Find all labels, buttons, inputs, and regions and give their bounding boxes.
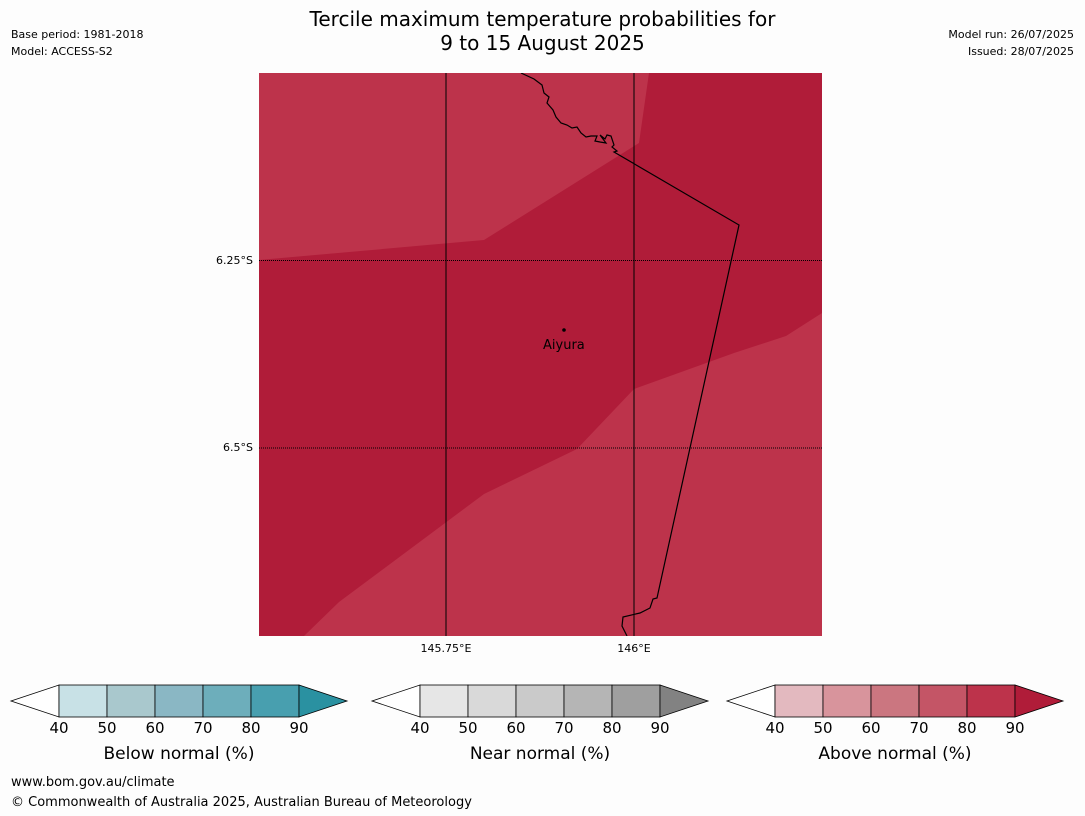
- colorbar-bin-40-50: [774, 684, 824, 718]
- meta-right: Model run: 26/07/2025 Issued: 28/07/2025: [948, 26, 1074, 60]
- colorbar-extend-left: [9, 684, 60, 718]
- tick-label: 40: [765, 719, 785, 737]
- tick-label: 40: [410, 719, 430, 737]
- colorbar-bin-80-90: [966, 684, 1016, 718]
- meta-left: Base period: 1981-2018 Model: ACCESS-S2: [11, 26, 143, 60]
- colorbar-above: [725, 684, 1065, 718]
- colorbar-bin-60-70: [870, 684, 920, 718]
- map-svg: [259, 73, 822, 636]
- legend-title-near: Near normal (%): [469, 744, 611, 764]
- title-line-2: 9 to 15 August 2025: [440, 31, 645, 55]
- legend-title-below: Below normal (%): [103, 744, 255, 764]
- tick-label: 80: [957, 719, 977, 737]
- town-marker: [562, 328, 566, 332]
- lat-label-6-25: 6.25°S: [216, 254, 253, 267]
- colorbar-bin-50-60: [467, 684, 517, 718]
- footer-url[interactable]: www.bom.gov.au/climate: [11, 775, 175, 790]
- model-run: Model run: 26/07/2025: [948, 28, 1074, 41]
- colorbar-bin-50-60: [822, 684, 872, 718]
- colorbar-bin-70-80: [918, 684, 968, 718]
- colorbar-near: [370, 684, 710, 718]
- issued-date: Issued: 28/07/2025: [967, 45, 1074, 58]
- legend-below-normal: [9, 684, 349, 718]
- tick-label: 90: [289, 719, 309, 737]
- tick-label: 50: [813, 719, 833, 737]
- title-line-1: Tercile maximum temperature probabilitie…: [309, 7, 776, 31]
- tick-label: 60: [506, 719, 526, 737]
- base-period: Base period: 1981-2018: [11, 28, 144, 41]
- colorbar-bin-60-70: [515, 684, 565, 718]
- colorbar-bin-40-50: [58, 684, 108, 718]
- region-above-80-90: [259, 73, 822, 636]
- legend-title-above: Above normal (%): [818, 744, 972, 764]
- tick-label: 70: [554, 719, 574, 737]
- tick-label: 90: [650, 719, 670, 737]
- tick-label: 50: [458, 719, 478, 737]
- colorbar-bin-80-90: [250, 684, 300, 718]
- lon-label-145-75: 145.75°E: [420, 642, 472, 655]
- lon-label-146: 146°E: [617, 642, 651, 655]
- colorbar-bin-50-60: [106, 684, 156, 718]
- colorbar-bin-40-50: [419, 684, 469, 718]
- tick-label: 80: [602, 719, 622, 737]
- tick-label: 50: [97, 719, 117, 737]
- border-line: [520, 73, 740, 636]
- colorbar-extend-left: [370, 684, 421, 718]
- colorbar-extend-left: [725, 684, 776, 718]
- model-name: Model: ACCESS-S2: [11, 45, 113, 58]
- legend-near-normal: [370, 684, 710, 718]
- legend-above-normal: [725, 684, 1065, 718]
- forecast-map: [259, 73, 822, 636]
- place-label-aiyura: Aiyura: [543, 338, 585, 353]
- colorbar-bin-70-80: [563, 684, 613, 718]
- colorbar-bin-60-70: [154, 684, 204, 718]
- colorbar-bin-80-90: [611, 684, 661, 718]
- tick-label: 70: [909, 719, 929, 737]
- colorbar-bin-70-80: [202, 684, 252, 718]
- graticule: [259, 73, 822, 636]
- tick-label: 40: [49, 719, 69, 737]
- footer-copyright: © Commonwealth of Australia 2025, Austra…: [11, 795, 472, 810]
- tick-label: 80: [241, 719, 261, 737]
- lat-label-6-5: 6.5°S: [223, 441, 253, 454]
- tick-label: 90: [1005, 719, 1025, 737]
- colorbar-extend-right: [659, 684, 710, 718]
- colorbar-below: [9, 684, 349, 718]
- chart-title: Tercile maximum temperature probabilitie…: [0, 7, 1085, 55]
- tick-label: 60: [861, 719, 881, 737]
- tick-label: 70: [193, 719, 213, 737]
- colorbar-extend-right: [298, 684, 349, 718]
- tick-label: 60: [145, 719, 165, 737]
- colorbar-extend-right: [1014, 684, 1065, 718]
